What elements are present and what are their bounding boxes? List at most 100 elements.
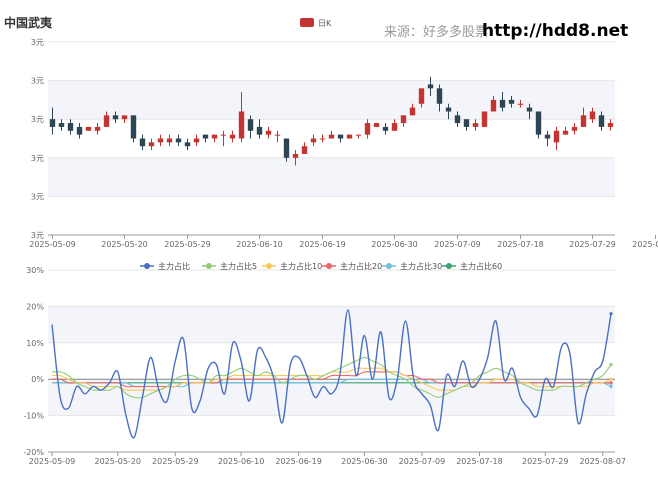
candle-body	[94, 126, 101, 131]
ratio-legend-label: 主力占比20	[340, 261, 382, 271]
candle-body	[220, 134, 227, 136]
candle-body	[409, 107, 416, 116]
candle-body	[148, 142, 155, 147]
ratio-series-line-1	[51, 309, 612, 439]
ratio-legend-marker	[446, 263, 452, 269]
candle-body	[310, 138, 317, 143]
kline-x-tick-label: 2025-05-29	[164, 240, 211, 249]
ratio-series-end-point	[609, 363, 613, 367]
kline-x-tick-label: 2025-06-19	[299, 240, 346, 249]
candle-body	[49, 119, 56, 127]
candle-body	[544, 134, 551, 139]
candle-body	[103, 115, 110, 127]
candle-body	[121, 115, 128, 120]
ratio-x-tick-label: 2025-05-20	[95, 457, 142, 466]
candle-body	[499, 99, 506, 108]
candle-body	[553, 130, 560, 143]
candle-body	[337, 134, 344, 139]
ratio-legend-label: 主力占比10	[280, 261, 322, 271]
ratio-series-end-point	[609, 381, 613, 385]
ratio-x-tick-label: 2025-07-09	[399, 457, 446, 466]
candle-body	[166, 138, 173, 143]
candle-body	[58, 123, 65, 127]
ratio-y-tick-label: 0%	[31, 375, 44, 384]
kline-legend-label: 日K	[318, 19, 332, 28]
candle-body	[526, 107, 533, 112]
ratio-series-line-2	[51, 356, 612, 399]
candle-body	[589, 111, 596, 120]
candle-body	[184, 142, 191, 147]
candle-body	[265, 130, 272, 135]
ratio-x-tick-label: 2025-05-09	[29, 457, 76, 466]
ratio-grid-band	[48, 306, 615, 343]
kline-x-tick-label: 2025-08-07	[632, 240, 658, 249]
candle-body	[292, 153, 299, 158]
kline-grid-band	[48, 80, 615, 120]
ratio-legend-label: 主力占比	[158, 261, 190, 271]
candle-body	[517, 103, 524, 105]
ratio-legend-marker	[144, 263, 150, 269]
kline-legend-swatch	[300, 18, 314, 27]
candle-body	[229, 134, 236, 139]
candle-body	[283, 138, 290, 158]
candle-body	[382, 126, 389, 131]
candle-body	[571, 126, 578, 131]
ratio-y-tick-label: -10%	[23, 412, 44, 421]
candle-body	[535, 111, 542, 135]
candle-body	[427, 84, 434, 89]
ratio-x-tick-label: 2025-06-10	[218, 457, 265, 466]
ratio-legend-marker	[206, 263, 212, 269]
candle-body	[175, 138, 182, 143]
ratio-series-end-point	[609, 384, 613, 389]
candle-body	[400, 115, 407, 124]
ratio-y-tick-label: 20%	[26, 302, 44, 311]
candle-body	[130, 115, 137, 139]
stock-title: 中国武夷	[4, 15, 53, 30]
ratio-series-end-point	[609, 377, 613, 381]
candle-body	[562, 130, 569, 135]
candle-body	[274, 134, 281, 136]
kline-y-tick-label: 3元	[31, 154, 44, 163]
ratio-legend-label: 主力占比60	[460, 261, 502, 271]
candle-body	[454, 115, 461, 124]
kline-x-tick-label: 2025-06-30	[371, 240, 418, 249]
kline-x-tick-label: 2025-05-20	[101, 240, 148, 249]
candle-body	[256, 126, 263, 135]
ratio-chart: 30% 20% 10% 0% -10% -20%2025-05-09 2025-05-20 2…	[23, 261, 626, 466]
kline-x-tick-label: 2025-05-09	[29, 240, 76, 249]
candle-body	[373, 123, 380, 127]
candle-body	[391, 123, 398, 131]
ratio-x-tick-label: 2025-08-07	[580, 457, 627, 466]
candle-body	[247, 119, 254, 131]
candle-body	[139, 138, 146, 147]
candle-body	[328, 134, 335, 139]
candle-body	[472, 123, 479, 127]
ratio-x-tick-label: 2025-06-19	[275, 457, 322, 466]
candle-body	[67, 123, 74, 131]
kline-y-tick-label: 3元	[31, 231, 44, 240]
candle-body	[607, 123, 614, 127]
kline-y-tick-label: 3元	[31, 192, 44, 201]
ratio-y-tick-label: 30%	[26, 266, 44, 275]
candle-body	[355, 134, 362, 136]
site-url[interactable]: http://hdd8.net	[482, 21, 628, 41]
source-label: 来源：好多多股票	[384, 24, 488, 40]
kline-y-tick-label: 3元	[31, 115, 44, 124]
candle-body	[418, 88, 425, 104]
candle-body	[508, 99, 515, 104]
ratio-legend-marker	[266, 263, 272, 269]
kline-grid-band	[48, 157, 615, 197]
kline-x-tick-label: 2025-07-29	[569, 240, 616, 249]
kline-x-tick-label: 2025-07-09	[434, 240, 481, 249]
ratio-x-tick-label: 2025-05-29	[152, 457, 199, 466]
candle-body	[202, 134, 209, 139]
candle-body	[346, 134, 353, 139]
candle-body	[481, 111, 488, 127]
candle-body	[580, 115, 587, 127]
ratio-x-tick-label: 2025-06-30	[341, 457, 388, 466]
candle-body	[76, 126, 83, 135]
candle-body	[445, 107, 452, 112]
ratio-legend-label: 主力占比5	[220, 261, 257, 271]
